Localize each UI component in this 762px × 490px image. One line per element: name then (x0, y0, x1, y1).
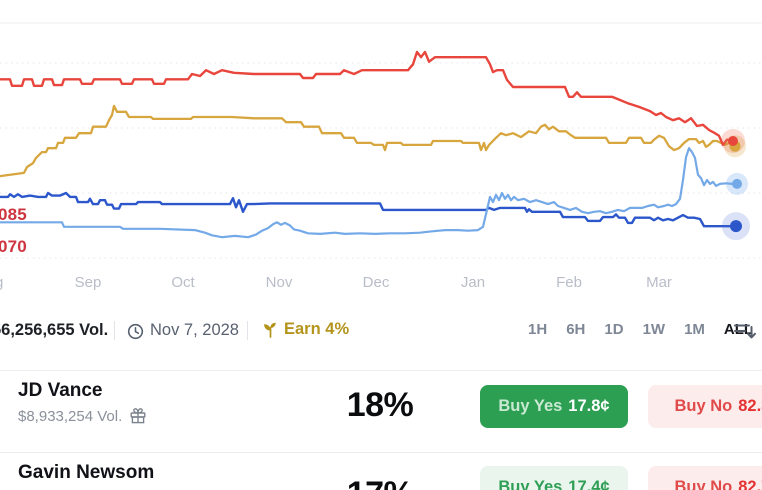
x-tick-feb: Feb (556, 274, 582, 291)
row-divider (0, 370, 762, 371)
buy-no-label: Buy No (674, 478, 733, 490)
x-tick-jan: Jan (460, 274, 486, 291)
buy-yes-label: Buy Yes (498, 478, 563, 490)
x-tick-nov: Nov (265, 274, 293, 291)
outcome-name: JD Vance (18, 380, 103, 401)
x-tick-oct: Oct (171, 274, 195, 291)
total-volume: 56,256,655 Vol. (0, 321, 109, 339)
price-chart[interactable]: 085 070 (0, 0, 762, 268)
outcome-volume: $8,933,254 Vol. (18, 407, 147, 425)
gift-icon[interactable] (129, 407, 147, 425)
sprout-icon (264, 322, 276, 338)
earn-rewards-chip[interactable]: Earn 4% (262, 320, 349, 339)
sort-outcomes-button[interactable] (733, 321, 757, 341)
outcome-probability: 17% (320, 475, 440, 490)
x-tick-dec: Dec (362, 274, 390, 291)
earn-label: Earn 4% (284, 320, 350, 338)
buy-yes-price: 17.8¢ (568, 397, 610, 415)
buy-no-price: 82.3¢ (738, 397, 762, 415)
range-1w[interactable]: 1W (642, 321, 666, 338)
buy-yes-button[interactable]: Buy Yes 17.4¢ (480, 466, 628, 490)
buy-no-button[interactable]: Buy No 82.3¢ (648, 385, 762, 428)
price-chart-svg[interactable] (0, 0, 762, 268)
outcome-name: Gavin Newsom (18, 462, 155, 483)
buy-no-label: Buy No (674, 397, 733, 415)
price-annotation-085: 085 (0, 205, 27, 224)
buy-yes-label: Buy Yes (498, 397, 563, 415)
buy-yes-price: 17.4¢ (568, 478, 610, 490)
toolbar-divider (114, 321, 115, 340)
range-1m[interactable]: 1M (684, 321, 705, 338)
range-1h[interactable]: 1H (528, 321, 548, 338)
price-annotation-070: 070 (0, 237, 27, 256)
market-end-date: Nov 7, 2028 (150, 321, 239, 339)
x-tick-aug: Aug (0, 274, 3, 291)
toolbar-divider (247, 321, 248, 340)
range-1d[interactable]: 1D (604, 321, 624, 338)
buy-yes-button[interactable]: Buy Yes 17.8¢ (480, 385, 628, 428)
buy-no-button[interactable]: Buy No 82.7¢ (648, 466, 762, 490)
clock-icon (127, 323, 144, 340)
time-range-group: 1H 6H 1D 1W 1M ALL (527, 319, 754, 340)
outcome-row-jd-vance[interactable]: JD Vance $8,933,254 Vol. 18% Buy Yes 17.8… (0, 370, 762, 452)
outcome-probability: 18% (346, 386, 414, 424)
chart-toolbar: 56,256,655 Vol. Nov 7, 2028 Earn 4% 1H 6… (0, 308, 762, 352)
outcome-volume-text: $8,933,254 Vol. (18, 407, 123, 425)
buy-no-price: 82.7¢ (738, 478, 762, 490)
x-tick-sep: Sep (74, 274, 102, 291)
x-tick-mar: Mar (646, 274, 672, 291)
x-axis: Aug Sep Oct Nov Dec Jan Feb Mar (0, 274, 762, 296)
row-divider (0, 452, 762, 453)
outcome-row-gavin-newsom[interactable]: Gavin Newsom 17% Buy Yes 17.4¢ Buy No 82.7… (0, 452, 762, 490)
sort-icon (734, 324, 756, 339)
range-6h[interactable]: 6H (566, 321, 586, 338)
